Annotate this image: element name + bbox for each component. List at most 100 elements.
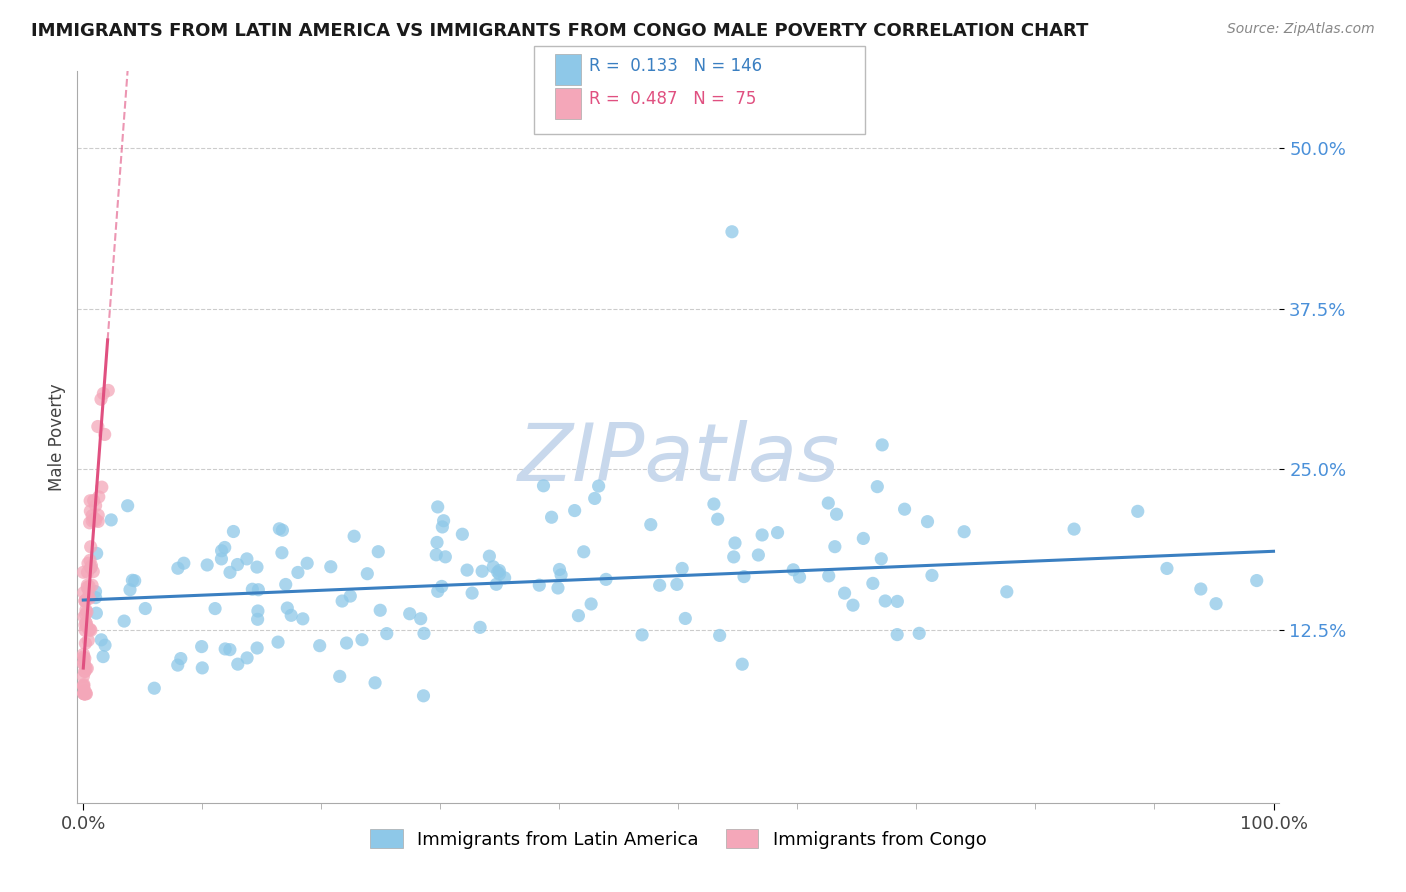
Immigrants from Latin America <box>280 608 302 623</box>
Immigrants from Latin America <box>426 535 449 549</box>
Immigrants from Latin America <box>134 601 156 615</box>
Immigrants from Congo <box>84 499 107 513</box>
Immigrants from Congo <box>72 679 94 693</box>
Immigrants from Congo <box>75 636 97 650</box>
Immigrants from Latin America <box>100 513 122 527</box>
Immigrants from Congo <box>80 560 103 574</box>
Immigrants from Latin America <box>214 541 236 555</box>
Immigrants from Congo <box>72 648 94 662</box>
Immigrants from Latin America <box>852 532 875 546</box>
Immigrants from Congo <box>73 594 96 608</box>
Immigrants from Latin America <box>276 601 298 615</box>
Immigrants from Latin America <box>291 612 314 626</box>
Immigrants from Latin America <box>124 574 146 588</box>
Immigrants from Latin America <box>214 642 236 657</box>
Immigrants from Latin America <box>870 551 893 566</box>
Immigrants from Latin America <box>84 584 107 599</box>
Immigrants from Latin America <box>908 626 931 640</box>
Immigrants from Latin America <box>398 607 420 621</box>
Immigrants from Latin America <box>995 584 1018 599</box>
Immigrants from Latin America <box>166 658 188 673</box>
Immigrants from Congo <box>79 553 101 567</box>
Immigrants from Latin America <box>485 577 508 591</box>
Immigrants from Latin America <box>269 522 291 536</box>
Immigrants from Latin America <box>478 549 501 563</box>
Immigrants from Latin America <box>86 546 108 560</box>
Immigrants from Latin America <box>917 515 939 529</box>
Immigrants from Latin America <box>723 549 745 564</box>
Immigrants from Congo <box>73 594 96 608</box>
Legend: Immigrants from Latin America, Immigrants from Congo: Immigrants from Latin America, Immigrant… <box>363 822 994 856</box>
Immigrants from Latin America <box>866 480 889 494</box>
Immigrants from Congo <box>75 661 97 675</box>
Immigrants from Latin America <box>648 578 671 592</box>
Immigrants from Latin America <box>117 499 139 513</box>
Immigrants from Latin America <box>267 635 290 649</box>
Immigrants from Congo <box>80 558 103 573</box>
Immigrants from Congo <box>73 687 96 701</box>
Immigrants from Congo <box>76 581 98 595</box>
Immigrants from Congo <box>82 514 104 528</box>
Immigrants from Congo <box>79 516 101 530</box>
Immigrants from Latin America <box>665 577 688 591</box>
Immigrants from Congo <box>76 619 98 633</box>
Immigrants from Latin America <box>747 548 769 562</box>
Immigrants from Latin America <box>547 581 569 595</box>
Immigrants from Latin America <box>789 570 811 584</box>
Immigrants from Latin America <box>246 604 269 618</box>
Immigrants from Latin America <box>1063 522 1085 536</box>
Immigrants from Congo <box>77 556 100 570</box>
Immigrants from Congo <box>79 504 101 518</box>
Immigrants from Congo <box>75 607 97 622</box>
Immigrants from Congo <box>90 392 112 407</box>
Immigrants from Latin America <box>1189 582 1212 596</box>
Immigrants from Congo <box>87 508 110 523</box>
Immigrants from Latin America <box>1156 561 1178 575</box>
Immigrants from Congo <box>83 493 105 508</box>
Immigrants from Congo <box>82 565 104 579</box>
Immigrants from Congo <box>73 684 96 698</box>
Immigrants from Congo <box>87 515 110 529</box>
Immigrants from Latin America <box>319 559 342 574</box>
Immigrants from Latin America <box>731 657 754 672</box>
Immigrants from Latin America <box>893 502 915 516</box>
Immigrants from Latin America <box>190 640 212 654</box>
Immigrants from Latin America <box>1246 574 1268 588</box>
Immigrants from Latin America <box>236 651 259 665</box>
Immigrants from Congo <box>76 661 98 675</box>
Text: Source: ZipAtlas.com: Source: ZipAtlas.com <box>1227 22 1375 37</box>
Immigrants from Latin America <box>350 632 373 647</box>
Immigrants from Latin America <box>432 520 454 534</box>
Immigrants from Latin America <box>709 628 731 642</box>
Immigrants from Latin America <box>226 657 249 672</box>
Immigrants from Congo <box>80 578 103 592</box>
Immigrants from Latin America <box>426 584 449 599</box>
Immigrants from Congo <box>93 427 115 442</box>
Immigrants from Congo <box>80 540 103 554</box>
Immigrants from Latin America <box>167 561 190 575</box>
Immigrants from Congo <box>73 659 96 673</box>
Immigrants from Congo <box>73 687 96 701</box>
Immigrants from Latin America <box>583 491 606 506</box>
Immigrants from Latin America <box>413 626 436 640</box>
Immigrants from Congo <box>93 386 115 401</box>
Immigrants from Latin America <box>724 536 747 550</box>
Immigrants from Latin America <box>246 640 269 655</box>
Immigrants from Latin America <box>540 510 562 524</box>
Immigrants from Latin America <box>143 681 166 696</box>
Immigrants from Congo <box>79 622 101 636</box>
Immigrants from Latin America <box>482 559 505 574</box>
Immigrants from Latin America <box>426 500 449 514</box>
Immigrants from Latin America <box>91 649 114 664</box>
Immigrants from Latin America <box>703 497 725 511</box>
Immigrants from Congo <box>73 687 96 701</box>
Immigrants from Congo <box>87 419 110 434</box>
Immigrants from Latin America <box>90 632 112 647</box>
Immigrants from Congo <box>73 679 96 693</box>
Immigrants from Latin America <box>862 576 884 591</box>
Immigrants from Latin America <box>564 503 586 517</box>
Immigrants from Latin America <box>339 589 361 603</box>
Immigrants from Congo <box>76 605 98 619</box>
Immigrants from Congo <box>75 593 97 607</box>
Immigrants from Latin America <box>247 582 270 597</box>
